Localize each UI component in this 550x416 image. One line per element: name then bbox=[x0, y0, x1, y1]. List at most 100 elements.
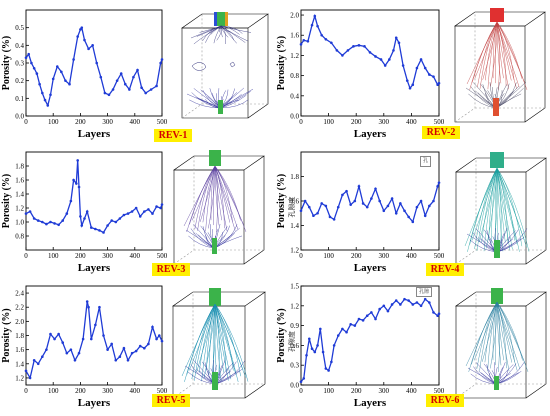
y-tick-label: 0.5 bbox=[15, 24, 24, 32]
series-line bbox=[300, 298, 440, 383]
y-tick-label: 0.8 bbox=[290, 72, 299, 80]
y-tick-label: 1.4 bbox=[290, 222, 299, 230]
data-point bbox=[95, 61, 99, 65]
data-point bbox=[388, 58, 391, 61]
data-point bbox=[341, 327, 344, 331]
data-point bbox=[45, 348, 48, 351]
data-point bbox=[423, 297, 427, 301]
data-point bbox=[436, 314, 439, 317]
streamline bbox=[496, 167, 513, 250]
data-point bbox=[32, 67, 36, 70]
data-point bbox=[55, 65, 59, 68]
data-point bbox=[394, 36, 398, 40]
data-point bbox=[132, 75, 135, 79]
data-point bbox=[299, 380, 303, 383]
data-point bbox=[126, 358, 130, 362]
streamline bbox=[496, 301, 529, 372]
data-point bbox=[151, 212, 154, 215]
data-point bbox=[437, 81, 441, 85]
data-point bbox=[155, 84, 158, 88]
data-point bbox=[118, 355, 122, 359]
data-point bbox=[41, 91, 44, 95]
data-point bbox=[80, 26, 84, 29]
streamline bbox=[479, 301, 498, 371]
data-point bbox=[35, 72, 39, 75]
data-point bbox=[390, 303, 394, 306]
streamline bbox=[482, 301, 498, 362]
chart-panel-rev6: 0 100 200 300 400 500 0.0 0.3 0.6 0.9 1.2 1.5 Layers… bbox=[275, 276, 447, 411]
y-tick-label: 1.6 bbox=[290, 198, 299, 206]
data-point bbox=[341, 54, 344, 57]
data-point bbox=[303, 199, 307, 203]
streamline bbox=[495, 167, 498, 246]
streamline bbox=[488, 167, 498, 241]
data-point bbox=[89, 337, 93, 341]
data-point bbox=[357, 317, 361, 321]
data-point bbox=[75, 182, 78, 185]
data-point bbox=[69, 348, 73, 351]
x-tick-label: 400 bbox=[406, 118, 417, 126]
streamline bbox=[220, 25, 252, 33]
data-point bbox=[353, 199, 357, 203]
streamline bbox=[200, 225, 215, 249]
data-point bbox=[41, 220, 44, 224]
streamline bbox=[496, 301, 518, 371]
streamline bbox=[484, 301, 498, 363]
data-point bbox=[316, 344, 319, 347]
tag-rev2: REV-2 bbox=[422, 126, 460, 139]
data-point bbox=[38, 82, 41, 86]
data-point bbox=[357, 185, 361, 188]
data-point bbox=[401, 64, 405, 67]
y-tick-label: 0.4 bbox=[290, 92, 299, 100]
data-point bbox=[73, 358, 77, 362]
data-point bbox=[336, 205, 340, 209]
data-point bbox=[437, 181, 441, 184]
data-point bbox=[428, 204, 431, 208]
data-point bbox=[352, 45, 355, 48]
y-axis-label: Porosity (%) bbox=[1, 36, 12, 91]
data-point bbox=[41, 355, 44, 359]
y-tick-label: 1.2 bbox=[290, 52, 299, 60]
y-tick-label: 1.2 bbox=[15, 205, 24, 213]
data-point bbox=[110, 219, 113, 222]
data-point bbox=[419, 199, 423, 203]
data-point bbox=[53, 337, 56, 341]
streamline bbox=[496, 21, 520, 88]
x-axis-label: Layers bbox=[354, 128, 387, 140]
streamline-cube-rev4 bbox=[455, 152, 547, 265]
data-point bbox=[87, 305, 90, 309]
data-point bbox=[349, 322, 352, 326]
data-point bbox=[370, 197, 373, 200]
x-axis-label: Layers bbox=[78, 262, 111, 274]
y-tick-label: 2.0 bbox=[290, 12, 299, 20]
data-point bbox=[324, 367, 328, 370]
data-point bbox=[378, 199, 381, 203]
data-point bbox=[110, 342, 113, 346]
x-tick-label: 200 bbox=[351, 387, 362, 395]
streamline bbox=[214, 303, 217, 371]
chart-panel-rev5: 0 100 200 300 400 500 1.2 1.4 1.6 1.8 2.0 2.2 2.4 Lay… bbox=[0, 276, 170, 411]
data-point bbox=[357, 44, 361, 47]
data-point bbox=[313, 14, 317, 18]
data-point bbox=[332, 344, 336, 347]
data-point bbox=[65, 212, 69, 215]
data-point bbox=[419, 58, 423, 61]
chart-panel-rev4: 0 100 200 300 400 500 1.2 1.4 1.6 1.8 Layers Porosi… bbox=[275, 142, 447, 276]
x-tick-label: 400 bbox=[406, 252, 417, 260]
data-point bbox=[134, 349, 138, 353]
streamline bbox=[468, 301, 498, 372]
y-tick-label: 0.8 bbox=[15, 233, 24, 241]
data-point bbox=[65, 351, 69, 355]
plot-frame bbox=[300, 285, 440, 386]
data-point bbox=[72, 58, 75, 61]
data-point bbox=[324, 37, 328, 41]
x-tick-label: 0 bbox=[299, 387, 303, 395]
x-tick-label: 500 bbox=[157, 118, 168, 126]
streamline bbox=[495, 21, 498, 84]
data-point bbox=[85, 210, 89, 213]
y-tick-label: 1.4 bbox=[15, 360, 24, 368]
data-point bbox=[102, 334, 105, 337]
data-point bbox=[89, 226, 93, 229]
data-point bbox=[411, 83, 415, 87]
streamline bbox=[191, 303, 216, 380]
